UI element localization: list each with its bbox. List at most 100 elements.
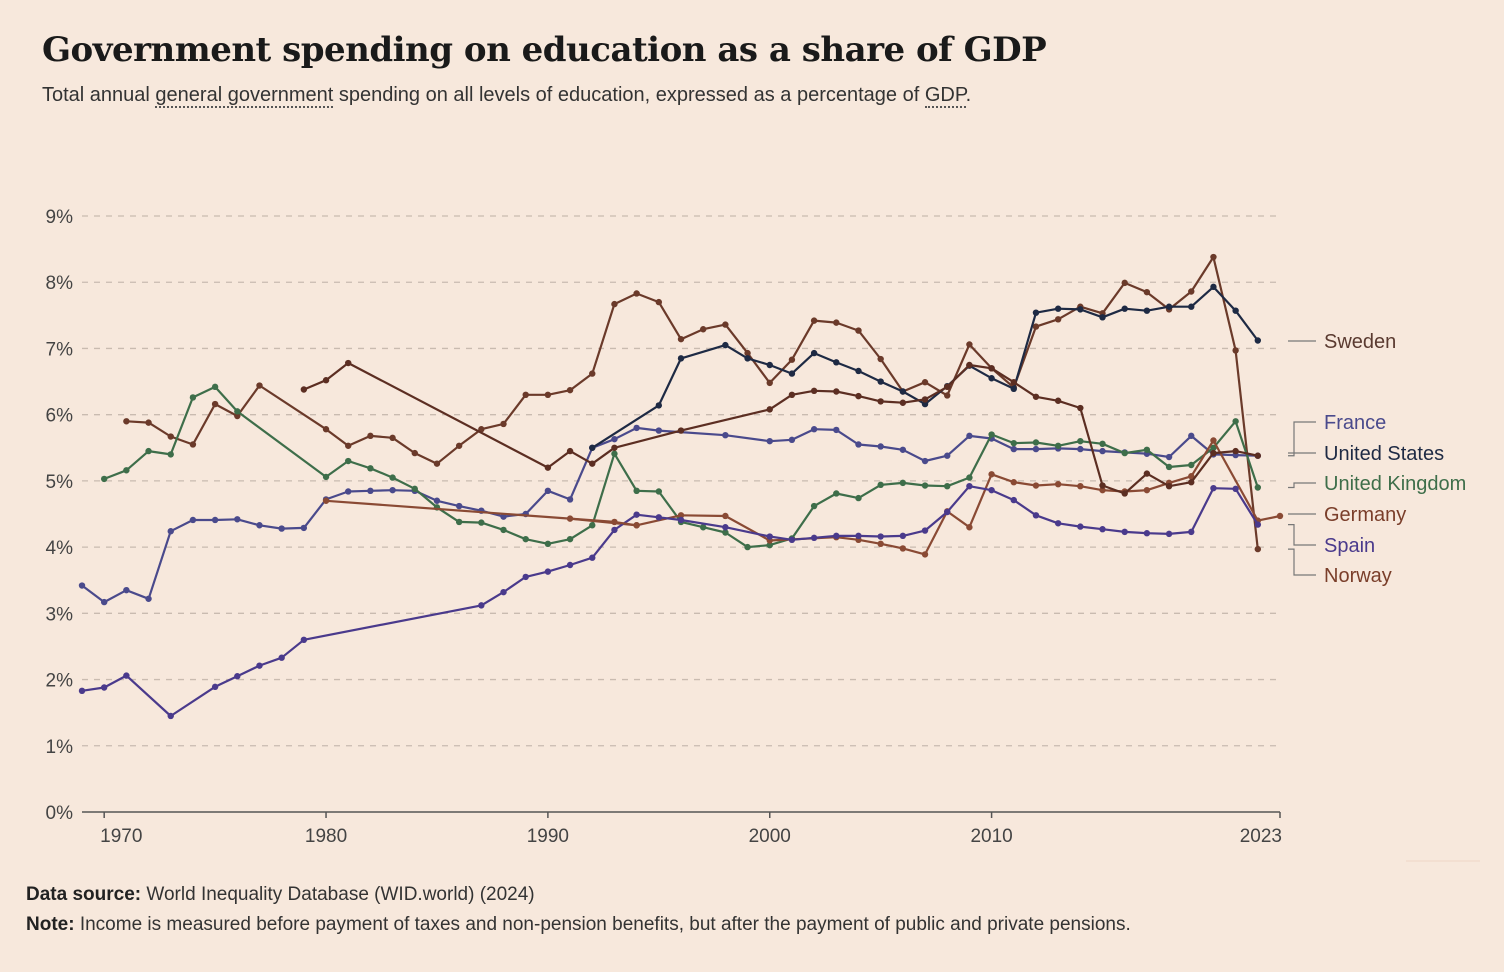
data-point	[788, 356, 796, 363]
data-point	[367, 432, 374, 440]
data-point	[522, 573, 529, 581]
data-point	[877, 540, 884, 547]
data-point	[877, 533, 884, 540]
x-tick-label: 1990	[527, 826, 569, 847]
data-point	[544, 487, 552, 495]
data-point	[655, 402, 663, 409]
legend-leader-line	[1288, 482, 1316, 489]
data-point	[1077, 437, 1084, 445]
subtitle-text-end: .	[965, 84, 972, 106]
data-point	[655, 298, 663, 306]
data-point	[256, 382, 263, 389]
data-point	[1232, 307, 1239, 314]
data-point	[766, 379, 773, 387]
data-point	[877, 481, 884, 489]
series-france	[78, 424, 1262, 606]
data-point	[1254, 337, 1262, 344]
data-point	[655, 514, 663, 521]
data-point	[611, 300, 618, 308]
data-point	[966, 361, 973, 369]
gdp-link[interactable]: GDP	[924, 84, 966, 108]
data-point	[1054, 442, 1062, 449]
data-point	[167, 712, 174, 720]
data-point	[1077, 404, 1084, 412]
legend-label: Germany	[1324, 504, 1406, 526]
data-point	[78, 687, 86, 695]
data-point	[589, 444, 596, 451]
legend-leader-line	[1288, 421, 1316, 457]
y-tick-label: 9%	[46, 207, 74, 228]
data-point	[211, 400, 219, 408]
data-point	[123, 467, 130, 474]
series-germany	[566, 437, 1284, 558]
data-point	[189, 394, 197, 401]
data-point	[1143, 307, 1151, 314]
data-point	[899, 532, 907, 540]
data-point	[988, 365, 995, 372]
series-lines	[78, 253, 1284, 720]
x-tick-label: 1980	[305, 826, 347, 847]
data-point	[833, 388, 840, 395]
series-sweden	[123, 253, 1262, 553]
general-government-link[interactable]: general government	[155, 84, 334, 108]
data-point	[966, 482, 973, 490]
data-point	[1032, 482, 1040, 489]
data-point	[566, 386, 574, 394]
data-point	[522, 535, 529, 543]
data-point	[167, 433, 174, 440]
data-point	[300, 524, 308, 532]
data-point	[966, 432, 973, 440]
data-point	[611, 450, 618, 457]
y-tick-label: 8%	[46, 273, 74, 294]
note-text: Income is measured before payment of tax…	[74, 914, 1131, 935]
data-point	[145, 419, 152, 426]
data-point	[544, 464, 552, 471]
legend-item-sweden: Sweden	[1288, 331, 1396, 353]
data-point	[810, 387, 818, 395]
series-spain	[78, 482, 1262, 720]
data-point	[322, 473, 330, 481]
data-point	[123, 586, 130, 594]
y-tick-label: 6%	[46, 406, 74, 427]
data-point	[1054, 481, 1062, 488]
data-point	[899, 446, 907, 453]
y-tick-label: 4%	[46, 538, 74, 559]
data-point	[234, 673, 241, 680]
data-point	[855, 441, 862, 448]
data-point	[167, 451, 174, 458]
data-point	[855, 392, 862, 400]
data-point	[1143, 530, 1151, 537]
data-point	[766, 541, 773, 549]
data-point	[855, 494, 862, 502]
subtitle-text-start: Total annual	[42, 84, 156, 106]
series-united-states	[589, 283, 1262, 451]
data-point	[855, 367, 862, 375]
data-point	[833, 426, 840, 434]
data-point	[1099, 447, 1106, 455]
data-point	[345, 359, 352, 367]
footer-divider	[1406, 860, 1480, 862]
footer-note: Note: Income is measured before payment …	[26, 914, 1131, 936]
legend-item-norway: Norway	[1288, 548, 1392, 587]
data-point	[1232, 485, 1239, 493]
data-point	[1254, 521, 1262, 528]
data-point	[1099, 486, 1106, 494]
data-point	[1165, 463, 1173, 471]
data-point	[833, 490, 840, 497]
series-norway	[300, 359, 1262, 497]
data-point	[1054, 305, 1062, 312]
data-point	[256, 662, 263, 669]
data-point	[966, 341, 973, 348]
data-point	[1210, 449, 1217, 457]
data-point	[1210, 484, 1217, 492]
data-point	[1077, 445, 1084, 453]
data-point	[1165, 453, 1173, 461]
data-point	[411, 449, 418, 457]
data-point	[1032, 309, 1040, 316]
data-point	[988, 486, 995, 494]
data-point	[322, 426, 330, 433]
data-point	[1165, 530, 1173, 538]
data-point	[944, 482, 951, 490]
data-point	[1054, 397, 1062, 404]
data-point	[367, 465, 374, 472]
